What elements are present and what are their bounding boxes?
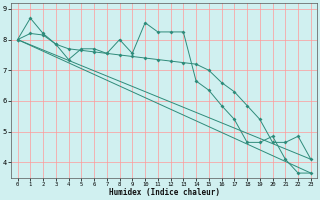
- X-axis label: Humidex (Indice chaleur): Humidex (Indice chaleur): [109, 188, 220, 197]
